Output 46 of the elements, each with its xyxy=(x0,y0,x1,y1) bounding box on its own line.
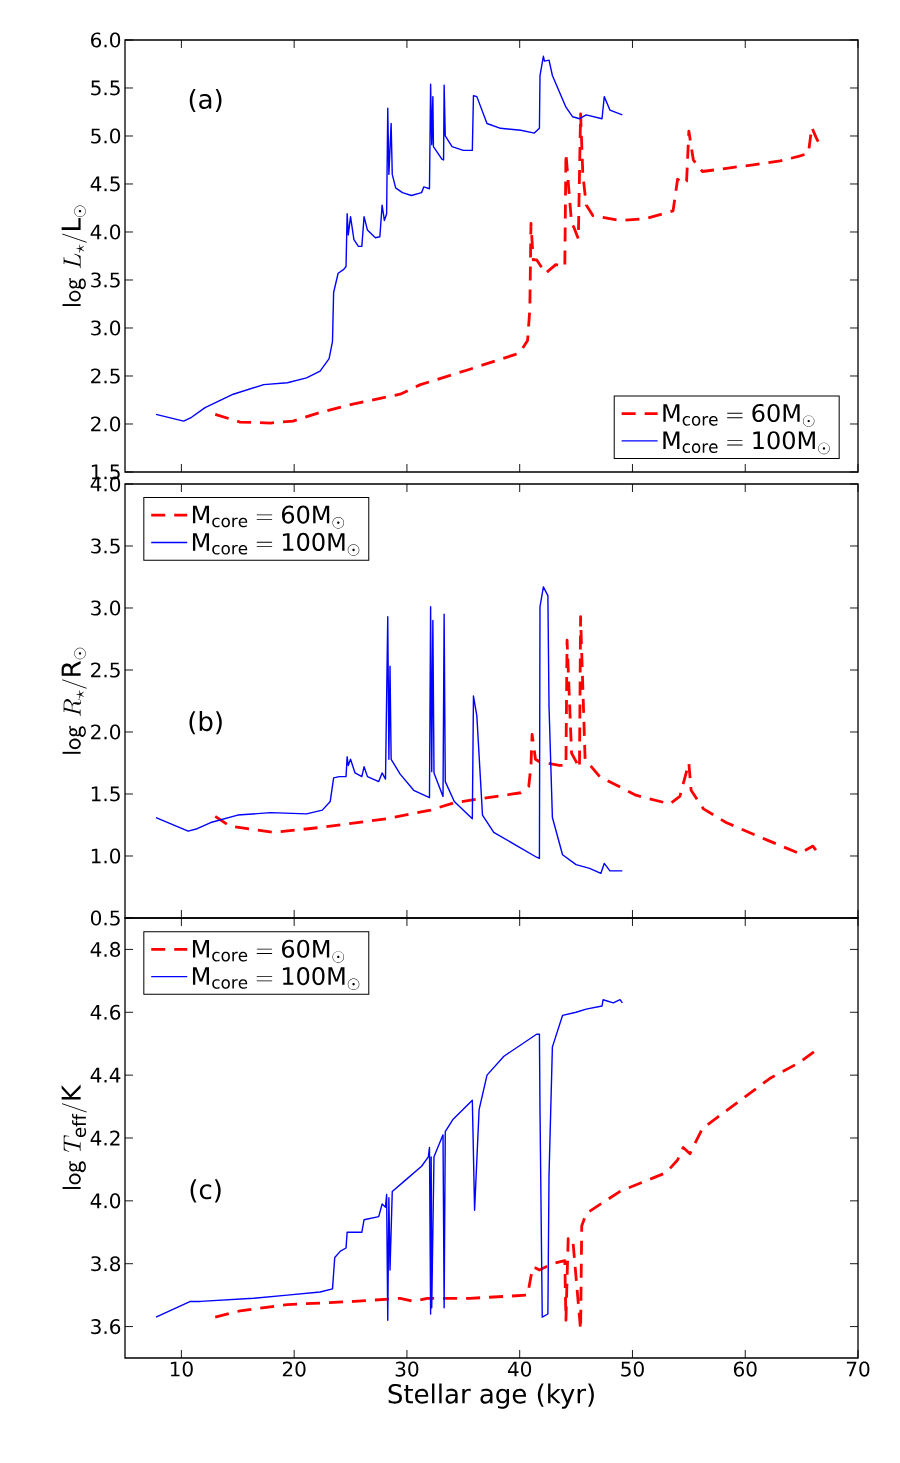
y-tick-label: 3.6 xyxy=(91,1319,121,1335)
x-tick-label: 50 xyxy=(621,1361,644,1377)
y-axis-title: $\mathsf{log}\ L_{\star}/\mathrm{L}_{\odot}$ xyxy=(61,205,87,306)
y-tick-label: 3.5 xyxy=(91,272,120,288)
x-tick-label: 40 xyxy=(507,1361,532,1377)
x-axis-title: Stellar age (kyr) xyxy=(388,1383,594,1409)
annotation: (a) xyxy=(189,88,222,113)
y-tick-label: 0.5 xyxy=(90,910,120,926)
y-tick-label: 4.0 xyxy=(90,1193,121,1209)
legend-label: $\mathrm{M_{core}=60M_{\odot}}$ xyxy=(192,505,345,529)
x-tick-label: 30 xyxy=(395,1361,419,1377)
x-tick-label: 70 xyxy=(846,1361,870,1377)
legend-label: $\mathrm{M_{core}=100M_{\odot}}$ xyxy=(192,967,360,990)
y-tick-label: 4.5 xyxy=(90,176,120,192)
y-tick-label: 4.8 xyxy=(90,941,121,957)
y-tick-label: 2.5 xyxy=(91,662,120,678)
y-axis-title: $\mathsf{log}\ R_{\star}/\mathrm{R}_{\odot}$ xyxy=(61,647,87,754)
y-tick-label: 3.0 xyxy=(91,600,121,616)
line-series xyxy=(213,112,822,425)
y-tick-label: 1.5 xyxy=(91,786,120,802)
y-tick-label: 2.0 xyxy=(91,724,121,740)
annotation: (c) xyxy=(190,1179,221,1203)
legend-label: $\mathrm{M_{core}=100M_{\odot}}$ xyxy=(192,532,360,556)
y-tick-label: 3.8 xyxy=(91,1256,121,1272)
x-tick-label: 20 xyxy=(282,1361,306,1377)
y-tick-label: 1.0 xyxy=(91,848,121,864)
y-tick-label: 4.4 xyxy=(90,1067,121,1083)
legend-label: $\mathrm{M_{core}=60M_{\odot}}$ xyxy=(192,939,345,963)
x-tick-label: 60 xyxy=(733,1361,757,1377)
y-tick-label: 5.5 xyxy=(91,80,120,96)
y-tick-label: 4.6 xyxy=(90,1004,121,1020)
y-tick-label: 4.0 xyxy=(90,224,121,240)
line-series xyxy=(155,55,624,422)
x-tick-label: 10 xyxy=(170,1361,193,1377)
y-tick-label: 2.5 xyxy=(91,368,120,384)
legend-label: $\mathrm{M_{core}=100M_{\odot}}$ xyxy=(663,431,830,455)
y-tick-label: 3.5 xyxy=(91,538,120,554)
y-axis-title: $\mathsf{log}\ T_{\mathrm{eff}}/\mathrm{K}$ xyxy=(61,1084,87,1189)
legend-label: $\mathrm{M_{core}=60M_{\odot}}$ xyxy=(663,403,815,427)
line-series xyxy=(155,586,624,875)
y-tick-label: 3.0 xyxy=(91,320,121,336)
y-tick-label: 6.0 xyxy=(91,32,121,48)
annotation: (b) xyxy=(189,711,222,735)
y-tick-label: 2.0 xyxy=(91,416,121,432)
y-tick-label: 5.0 xyxy=(91,128,121,144)
y-tick-label: 4.2 xyxy=(90,1130,120,1146)
